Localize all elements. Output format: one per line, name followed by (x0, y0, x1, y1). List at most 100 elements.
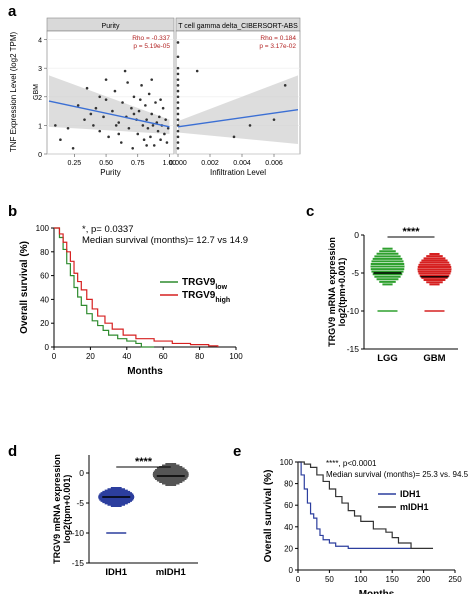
x-tick-label-0: 0.50 (99, 160, 113, 167)
scatter-point (144, 104, 147, 107)
x-tick-label-b: 60 (159, 352, 168, 361)
x-tick-label-1: 0.004 (233, 160, 251, 167)
panel-letter-e: e (233, 443, 241, 460)
km-curve-b-1 (54, 227, 219, 347)
scatter-point (150, 78, 154, 81)
scatter-point (283, 84, 287, 87)
scatter-point (113, 89, 117, 93)
scatter-point (156, 129, 160, 133)
scatter-point (104, 78, 108, 81)
scatter-point (117, 132, 121, 136)
trend-line-1 (177, 108, 299, 128)
stat-rho-0: Rho = -0.337 (132, 35, 170, 42)
scatter-point (132, 112, 136, 116)
y-tick-label-e: 40 (284, 523, 293, 532)
scatter-point (126, 81, 129, 84)
scatter-point (132, 95, 136, 99)
legend-label-e-1: mIDH1 (400, 502, 429, 512)
y-tick-label-b: 0 (45, 343, 50, 352)
scatter-point (76, 104, 80, 107)
km-curve-e-0 (298, 461, 412, 549)
scatter-point (176, 101, 180, 104)
scatter-point (154, 101, 157, 104)
panel-letter-c: c (306, 203, 314, 220)
y-tick-label-e: 80 (284, 480, 293, 489)
scatter-point (155, 121, 159, 124)
facet-row-label: GBM (33, 84, 40, 100)
scatter-point (137, 109, 141, 113)
x-tick-label-b: 0 (52, 352, 57, 361)
y-tick-label-e: 60 (284, 501, 293, 510)
panel-a-ylabel: TNF Expression Level (log2 TPM) (9, 32, 18, 153)
category-label-d-0: IDH1 (105, 567, 127, 578)
scatter-point (98, 129, 102, 133)
y-tick-label-b: 60 (40, 272, 49, 281)
scatter-point (141, 124, 145, 127)
scatter-point (149, 135, 152, 139)
scatter-point (272, 118, 276, 121)
y-tick-label-b: 100 (36, 224, 50, 233)
x-tick-label-b: 20 (86, 352, 95, 361)
xlabel-e: Months (359, 589, 395, 594)
scatter-point (146, 126, 150, 130)
scatter-point (89, 112, 93, 116)
scatter-point (176, 84, 180, 87)
y-tick-label: 1 (38, 123, 42, 130)
scatter-point (165, 141, 169, 144)
scatter-point (83, 118, 86, 121)
y-tick-label-e: 100 (280, 458, 294, 467)
y-tick-label-d: -10 (72, 528, 85, 538)
scatter-point (107, 135, 110, 139)
y-tick-label-e: 20 (284, 544, 293, 553)
scatter-point (176, 141, 180, 144)
scatter-point (92, 124, 95, 127)
scatter-point (102, 115, 105, 119)
y-tick-label-d: -15 (72, 558, 85, 568)
x-tick-label-b: 100 (229, 352, 243, 361)
scatter-point (164, 118, 167, 121)
scatter-point (158, 115, 161, 119)
y-tick-label-d: -5 (76, 498, 84, 508)
scatter-point (59, 138, 62, 141)
facet-xlabel-1: Infiltration Level (210, 168, 266, 177)
km-curve-e-1 (298, 461, 434, 549)
scatter-point (176, 55, 180, 59)
y-tick-label-c: -5 (351, 268, 359, 278)
x-tick-label-e: 200 (417, 575, 431, 584)
scatter-point (71, 146, 75, 150)
x-tick-label-e: 50 (325, 575, 334, 584)
facet-title-0: Purity (102, 23, 120, 30)
scatter-point (176, 41, 180, 44)
ylabel-d-1: TRGV9 mRNA expression (52, 454, 62, 564)
scatter-point (147, 92, 151, 96)
x-tick-label-1: 0.006 (265, 160, 283, 167)
x-tick-label-e: 250 (448, 575, 462, 584)
scatter-point (176, 106, 180, 110)
scatter-point (104, 98, 108, 101)
y-tick-label-c: -15 (347, 344, 360, 354)
annotation-median-b: Median survival (months)= 12.7 vs 14.9 (82, 235, 248, 246)
category-label-c-0: LGG (377, 353, 398, 364)
xlabel-b: Months (127, 366, 163, 377)
x-tick-label-0: 1.00 (163, 160, 177, 167)
scatter-point (145, 118, 148, 121)
scatter-point (159, 138, 162, 141)
y-tick-label-b: 80 (40, 248, 49, 257)
scatter-point (138, 98, 142, 101)
ylabel-d-2: log2(tpm+0.001) (62, 475, 72, 544)
scatter-point (54, 124, 57, 127)
scatter-point (161, 106, 165, 110)
y-tick-label-b: 20 (40, 319, 49, 328)
scatter-point (130, 106, 133, 110)
confidence-band-1 (178, 75, 298, 144)
scatter-point (176, 118, 180, 121)
ylabel-c-1: TRGV9 mRNA expression (327, 237, 337, 347)
x-tick-label-b: 80 (195, 352, 204, 361)
panel-letter-d: d (8, 443, 17, 460)
panel-letter-b: b (8, 203, 17, 220)
y-tick-label: 2 (38, 95, 42, 102)
x-tick-label-e: 0 (296, 575, 301, 584)
x-tick-label-e: 150 (386, 575, 400, 584)
significance-stars-c: **** (402, 226, 420, 238)
